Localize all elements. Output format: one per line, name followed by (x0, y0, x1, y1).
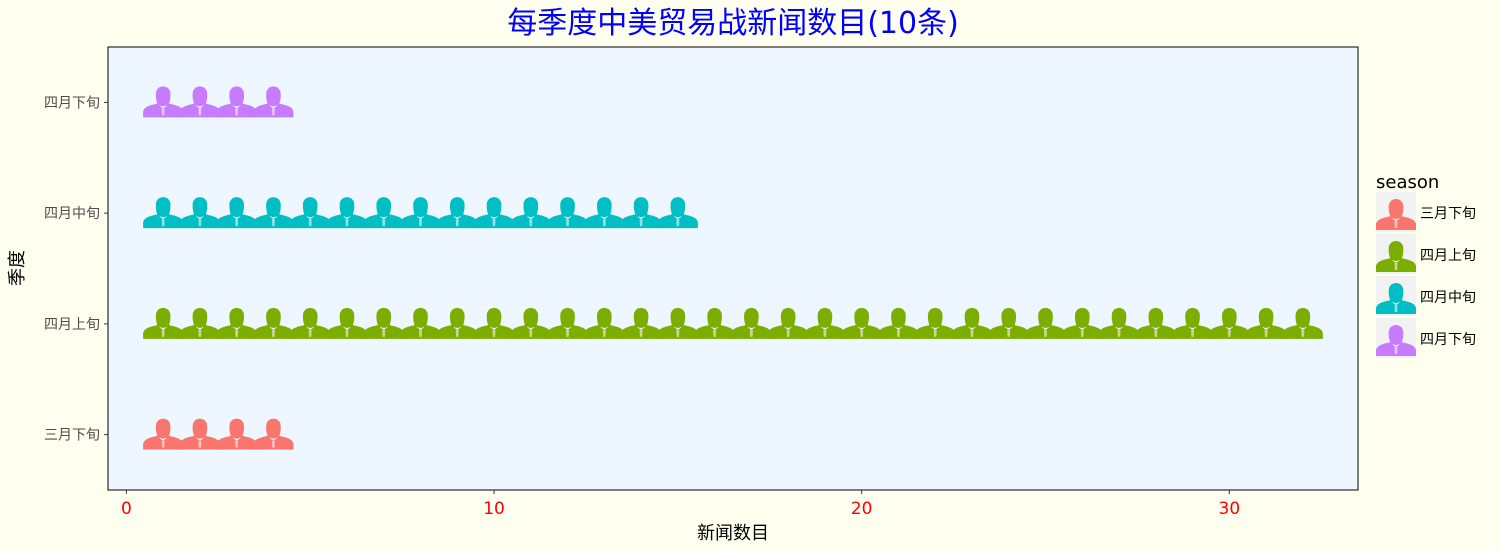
plot-panel (107, 46, 1359, 491)
x-tick-label: 20 (851, 499, 873, 519)
x-tick-label: 0 (121, 499, 132, 519)
legend-label: 四月中旬 (1420, 290, 1476, 306)
legend-label: 四月上旬 (1420, 248, 1476, 264)
x-axis-ticks: 0 10 20 30 (121, 490, 1240, 519)
legend-title: season (1376, 172, 1439, 193)
y-tick-label: 四月下旬 (44, 95, 100, 111)
x-tick-label: 10 (483, 499, 505, 519)
legend-label: 三月下旬 (1420, 206, 1476, 222)
chart-title: 每季度中美贸易战新闻数目(10条) (507, 6, 959, 41)
y-axis-label: 季度 (7, 250, 28, 286)
x-axis-label: 新闻数目 (697, 523, 769, 544)
y-tick-label: 四月上旬 (44, 317, 100, 333)
y-tick-label: 四月中旬 (44, 206, 100, 222)
x-tick-label: 30 (1219, 499, 1241, 519)
legend-label: 四月下旬 (1420, 332, 1476, 348)
y-axis-ticks: 三月下旬 四月上旬 四月中旬 四月下旬 (44, 95, 108, 444)
y-tick-label: 三月下旬 (44, 428, 100, 444)
